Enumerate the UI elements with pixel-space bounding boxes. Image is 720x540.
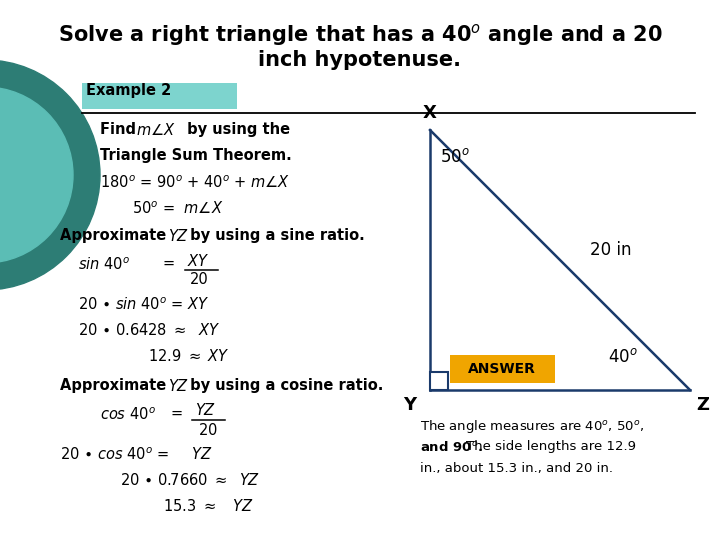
Text: The side lengths are 12.9: The side lengths are 12.9	[466, 440, 636, 453]
Text: 12.9 $\approx$ $\it{XY}$: 12.9 $\approx$ $\it{XY}$	[148, 348, 230, 364]
Circle shape	[0, 60, 100, 290]
Text: Approximate: Approximate	[60, 228, 171, 243]
Text: $\it{cos}$ 40$^o$: $\it{cos}$ 40$^o$	[100, 406, 156, 423]
Text: $\it{YZ}$: $\it{YZ}$	[168, 228, 189, 244]
Bar	[82, 83, 237, 109]
Text: 20 $\bullet$ $\it{sin}$ 40$^o$ = $\it{XY}$: 20 $\bullet$ $\it{sin}$ 40$^o$ = $\it{XY…	[78, 296, 210, 313]
Text: 20 $\bullet$ 0.7660 $\approx$  $\it{YZ}$: 20 $\bullet$ 0.7660 $\approx$ $\it{YZ}$	[120, 472, 260, 488]
Text: $\it{XY}$: $\it{XY}$	[187, 253, 210, 269]
Text: X: X	[423, 104, 437, 122]
Bar	[450, 355, 555, 383]
Text: in., about 15.3 in., and 20 in.: in., about 15.3 in., and 20 in.	[420, 462, 613, 475]
Text: 50$^o$: 50$^o$	[440, 148, 470, 166]
Text: 15.3 $\approx$   $\it{YZ}$: 15.3 $\approx$ $\it{YZ}$	[163, 498, 253, 514]
Text: Find: Find	[100, 122, 141, 137]
Text: $\it{YZ}$: $\it{YZ}$	[195, 402, 216, 418]
Text: Z: Z	[696, 396, 709, 414]
Text: $\it{20}$ $\bullet$ $\it{cos}$ 40$^o$ =     $\it{YZ}$: $\it{20}$ $\bullet$ $\it{cos}$ 40$^o$ = …	[60, 446, 213, 463]
Text: Approximate: Approximate	[60, 378, 171, 393]
Text: by using a cosine ratio.: by using a cosine ratio.	[185, 378, 383, 393]
Text: inch hypotenuse.: inch hypotenuse.	[258, 50, 462, 70]
Text: 20 in: 20 in	[590, 241, 631, 259]
Text: $\it{sin}$ 40$^o$: $\it{sin}$ 40$^o$	[78, 256, 130, 273]
Text: The angle measures are 40$^o$, 50$^o$,: The angle measures are 40$^o$, 50$^o$,	[420, 418, 644, 435]
Text: Solve a right triangle that has a 40$^o$ angle and a 20: Solve a right triangle that has a 40$^o$…	[58, 22, 662, 48]
Text: =: =	[163, 256, 175, 271]
Text: Example 2: Example 2	[86, 83, 171, 98]
Text: ANSWER: ANSWER	[468, 362, 536, 376]
Text: =: =	[170, 406, 182, 421]
Circle shape	[0, 87, 73, 263]
Text: 50$^o$ =  $m\angle X$: 50$^o$ = $m\angle X$	[132, 200, 223, 217]
Text: 40$^o$: 40$^o$	[608, 348, 638, 366]
Text: Triangle Sum Theorem.: Triangle Sum Theorem.	[100, 148, 292, 163]
Text: $\it{YZ}$: $\it{YZ}$	[168, 378, 189, 394]
Text: $\it{20}$: $\it{20}$	[198, 422, 217, 438]
Text: 180$^o$ = 90$^o$ + 40$^o$ + $m\angle X$: 180$^o$ = 90$^o$ + 40$^o$ + $m\angle X$	[100, 174, 290, 191]
Bar	[430, 372, 448, 390]
Text: by using the: by using the	[182, 122, 290, 137]
Text: $m\angle X$: $m\angle X$	[136, 122, 176, 138]
Text: by using a sine ratio.: by using a sine ratio.	[185, 228, 365, 243]
Text: 20: 20	[190, 272, 209, 287]
Text: Y: Y	[403, 396, 416, 414]
Text: and 90$^o$.: and 90$^o$.	[420, 440, 484, 454]
Text: 20 $\bullet$ 0.6428 $\approx$  $\it{XY}$: 20 $\bullet$ 0.6428 $\approx$ $\it{XY}$	[78, 322, 220, 338]
